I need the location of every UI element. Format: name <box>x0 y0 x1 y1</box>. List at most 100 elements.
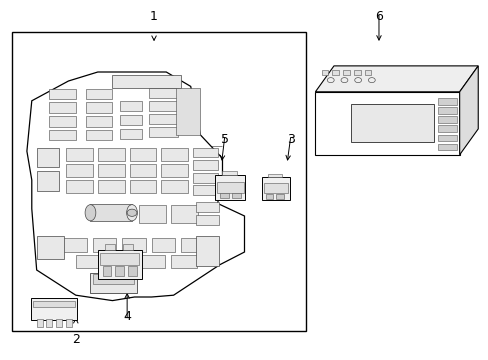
Bar <box>139 255 164 268</box>
Bar <box>171 205 198 223</box>
Bar <box>193 160 217 170</box>
Bar <box>85 130 112 140</box>
Bar <box>139 205 166 223</box>
Text: 4: 4 <box>123 310 131 323</box>
Bar <box>63 238 87 252</box>
Bar <box>93 274 134 284</box>
Bar <box>265 194 273 199</box>
Bar <box>37 236 63 259</box>
Bar <box>66 148 93 161</box>
Ellipse shape <box>126 204 137 221</box>
Bar <box>437 98 456 105</box>
Bar <box>49 130 76 140</box>
Bar <box>102 266 111 276</box>
Bar <box>98 180 124 193</box>
Bar <box>149 114 178 124</box>
Bar <box>12 32 305 331</box>
Bar <box>267 174 281 177</box>
Bar <box>46 319 52 327</box>
Bar <box>122 238 145 252</box>
Polygon shape <box>459 66 477 155</box>
Bar <box>85 89 112 99</box>
Bar <box>90 273 137 293</box>
Bar <box>437 107 456 114</box>
Bar <box>56 319 62 327</box>
Ellipse shape <box>85 204 96 221</box>
Bar <box>115 266 124 276</box>
Bar <box>33 301 75 307</box>
Bar <box>76 255 101 268</box>
Bar <box>123 244 133 250</box>
Bar <box>112 75 181 88</box>
Bar <box>37 148 59 167</box>
Bar <box>353 70 360 75</box>
Bar <box>437 126 456 132</box>
Bar <box>151 238 175 252</box>
Bar <box>193 173 217 183</box>
Bar <box>85 116 112 127</box>
Bar <box>98 250 142 279</box>
Bar <box>149 101 178 111</box>
Bar <box>437 144 456 150</box>
Bar <box>66 180 93 193</box>
Text: 2: 2 <box>72 333 80 346</box>
Text: 3: 3 <box>286 133 294 146</box>
Circle shape <box>127 209 137 216</box>
Bar <box>85 102 112 113</box>
Polygon shape <box>27 72 244 301</box>
Bar <box>49 116 76 127</box>
Bar <box>37 171 59 191</box>
Bar <box>93 238 116 252</box>
Bar <box>321 70 328 75</box>
Bar <box>66 164 93 177</box>
Bar <box>98 148 124 161</box>
Bar <box>120 115 142 125</box>
Bar <box>343 70 349 75</box>
Bar <box>181 238 204 252</box>
Bar <box>193 185 217 195</box>
Bar <box>66 319 72 327</box>
Bar <box>276 194 284 199</box>
Text: 5: 5 <box>221 133 228 146</box>
Bar <box>437 116 456 123</box>
Bar <box>107 255 133 268</box>
Bar <box>195 202 219 212</box>
Bar <box>261 177 289 200</box>
Bar <box>215 175 245 200</box>
Bar <box>231 193 240 198</box>
Bar <box>120 101 142 111</box>
Bar <box>217 182 243 193</box>
Bar <box>37 319 42 327</box>
Bar <box>350 104 433 142</box>
Bar <box>220 193 228 198</box>
Bar <box>128 266 137 276</box>
Bar <box>105 244 115 250</box>
Bar <box>195 215 219 225</box>
Bar <box>90 204 132 221</box>
Bar <box>129 148 156 161</box>
Bar <box>171 255 196 268</box>
Bar <box>120 129 142 139</box>
Bar <box>222 171 237 175</box>
Bar <box>332 70 339 75</box>
Bar <box>149 88 178 98</box>
Text: 1: 1 <box>150 10 158 23</box>
Bar <box>129 180 156 193</box>
Polygon shape <box>315 66 477 92</box>
Bar <box>98 164 124 177</box>
Bar <box>263 183 287 193</box>
Bar <box>49 102 76 113</box>
Bar <box>149 127 178 137</box>
Bar <box>49 89 76 99</box>
Bar <box>100 253 139 265</box>
Polygon shape <box>315 92 459 155</box>
Bar <box>161 148 188 161</box>
Bar <box>195 236 219 266</box>
Text: 6: 6 <box>374 10 382 23</box>
Bar <box>161 164 188 177</box>
Bar <box>193 148 217 157</box>
Bar <box>161 180 188 193</box>
Bar <box>129 164 156 177</box>
Bar <box>31 298 77 320</box>
Bar <box>364 70 371 75</box>
